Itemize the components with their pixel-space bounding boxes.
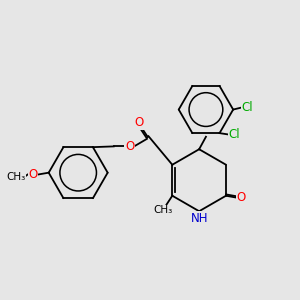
Text: CH₃: CH₃ — [153, 205, 172, 215]
Text: O: O — [236, 191, 246, 204]
Text: O: O — [28, 168, 38, 181]
Text: O: O — [125, 140, 134, 153]
Text: Cl: Cl — [241, 101, 253, 114]
Text: Cl: Cl — [228, 128, 240, 141]
Text: NH: NH — [190, 212, 208, 224]
Text: O: O — [135, 116, 144, 129]
Text: CH₃: CH₃ — [6, 172, 26, 182]
